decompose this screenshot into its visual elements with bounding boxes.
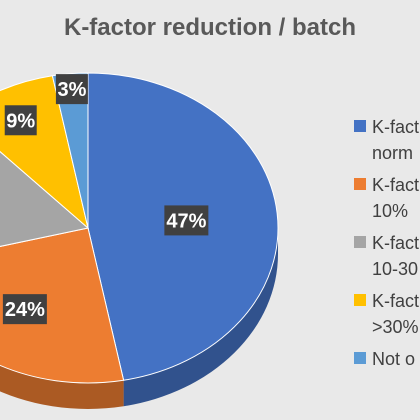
legend-label-2: K-fact 10-30 [372,233,420,279]
data-label-1: 24% [5,299,45,321]
data-label-box-0 [164,205,209,236]
legend-label-4: Not o [372,349,416,369]
legend-label-1: K-fact 10% [372,175,420,221]
data-label-box-1 [2,294,47,325]
pie-side-0 [123,228,279,407]
legend-label-0: K-fact norm [372,117,420,163]
data-label-3: 9% [6,110,35,132]
data-label-0: 47% [166,210,206,232]
pie-slice-4 [51,72,89,229]
data-label-box-3 [4,105,37,136]
legend-swatch-0 [354,120,366,132]
pie-slice-1 [0,227,125,384]
legend-swatch-4 [354,352,366,364]
legend-swatch-2 [354,236,366,248]
data-label-4: 3% [57,79,86,101]
chart-title: K-factor reduction / batch [63,14,357,41]
pie-slice-2 [0,150,90,247]
legend-swatch-3 [354,294,366,306]
legend-label-3: K-fact >30% [372,291,420,337]
data-label-box-4 [55,74,88,105]
legend-swatch-1 [354,178,366,190]
